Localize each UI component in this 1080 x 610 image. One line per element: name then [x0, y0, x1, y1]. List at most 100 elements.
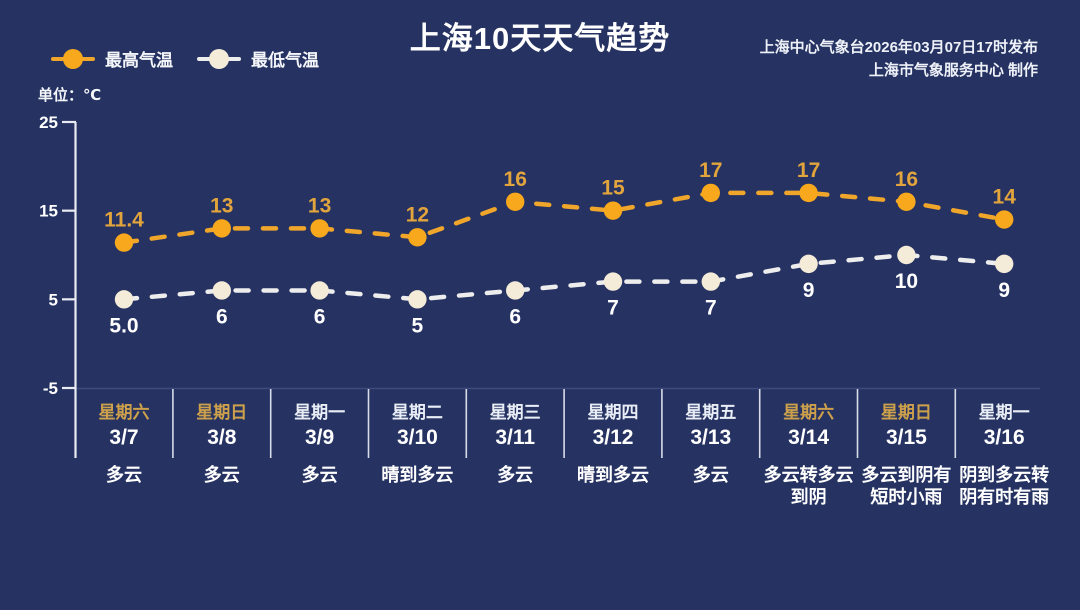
- min-temp-value: 9: [803, 279, 815, 302]
- day-column: 星期四 3/12 晴到多云: [564, 398, 662, 486]
- min-temp-point: [995, 254, 1014, 274]
- weekday-label: 星期日: [196, 403, 248, 422]
- issuer-line1: 上海中心气象台2026年03月07日17时发布: [759, 39, 1038, 56]
- weekday-label: 星期二: [391, 403, 443, 422]
- y-axis-tick-label: 25: [39, 113, 58, 132]
- max-temp-value: 14: [993, 186, 1017, 209]
- min-temp-value: 6: [216, 305, 228, 328]
- weather-label: 晴到多云: [381, 465, 454, 485]
- weekday-label: 星期日: [880, 403, 932, 422]
- date-label: 3/7: [109, 426, 139, 449]
- max-temp-value: 13: [308, 194, 331, 217]
- min-temp-line: [121, 252, 1007, 302]
- min-temp-point: [212, 281, 231, 300]
- max-temp-value: 16: [504, 168, 527, 191]
- weather-label: 多云: [301, 465, 338, 485]
- issuer-info: 上海中心气象台2026年03月07日17时发布 上海市气象服务中心 制作: [760, 36, 1038, 82]
- min-temp-point: [310, 281, 329, 300]
- date-label: 3/8: [207, 426, 237, 449]
- day-column: 星期日 3/15 多云到阴有短时小雨: [857, 398, 955, 508]
- weather-label: 多云: [497, 465, 534, 485]
- legend-item-max-temp: 最高气温: [51, 46, 173, 71]
- weather-label: 晴到多云: [577, 465, 649, 485]
- unit-label: 单位：℃: [38, 87, 102, 104]
- date-label: 3/16: [983, 426, 1025, 449]
- max-temp-value: 12: [406, 203, 429, 226]
- max-temp-point: [603, 201, 623, 220]
- min-temp-point: [603, 272, 623, 291]
- weekday-label: 星期一: [978, 403, 1030, 422]
- issuer-line2: 上海市气象服务中心 制作: [868, 62, 1038, 79]
- min-temp-value: 5.0: [109, 314, 138, 337]
- day-column: 星期六 3/14 多云转多云到阴: [760, 398, 858, 508]
- max-temp-value: 17: [797, 159, 820, 182]
- weekday-label: 星期一: [294, 403, 346, 422]
- max-temp-point: [799, 183, 818, 203]
- min-temp-point: [701, 272, 720, 291]
- weather-label: 多云: [692, 465, 729, 485]
- legend-label-min-temp: 最低气温: [251, 51, 319, 70]
- legend-item-min-temp: 最低气温: [197, 46, 319, 71]
- min-temp-value: 10: [895, 270, 918, 293]
- min-temp-value: 6: [509, 305, 521, 328]
- date-label: 3/13: [690, 426, 732, 449]
- min-temp-value: 7: [705, 297, 717, 320]
- weather-label: 多云: [106, 465, 142, 485]
- date-label: 3/11: [495, 426, 536, 449]
- day-column: 星期二 3/10 晴到多云: [368, 398, 466, 486]
- day-column: 星期一 3/9 多云: [271, 398, 369, 486]
- max-temp-line: [121, 190, 1007, 245]
- max-temp-value: 15: [601, 177, 625, 200]
- date-label: 3/15: [885, 426, 927, 449]
- max-temp-value: 13: [210, 194, 233, 217]
- y-axis-tick-label: 5: [49, 290, 58, 309]
- max-temp-point: [114, 233, 134, 252]
- date-label: 3/12: [592, 426, 634, 449]
- min-temp-point: [897, 245, 916, 265]
- weekday-label: 星期五: [685, 403, 737, 422]
- weather-label: 多云转多云到阴: [763, 465, 854, 507]
- legend-label-max-temp: 最高气温: [105, 51, 173, 70]
- y-axis-tick-label: -5: [43, 379, 58, 398]
- min-temp-value: 7: [607, 297, 619, 320]
- min-temp-point: [114, 290, 134, 309]
- weather-label: 多云到阴有短时小雨: [861, 465, 952, 507]
- min-temp-marker-icon: [197, 48, 241, 69]
- max-temp-value: 17: [699, 159, 722, 182]
- date-label: 3/14: [788, 426, 830, 449]
- max-temp-value: 11.4: [104, 209, 144, 232]
- max-temp-point: [897, 192, 916, 211]
- min-temp-point: [506, 281, 525, 300]
- page-title: 上海10天天气趋势: [409, 21, 671, 56]
- max-temp-value: 16: [895, 168, 918, 191]
- date-label: 3/10: [396, 426, 438, 449]
- weather-label: 多云: [203, 465, 240, 485]
- weekday-label: 星期三: [489, 403, 541, 422]
- day-column: 星期三 3/11 多云: [466, 398, 564, 486]
- min-temp-value: 6: [314, 305, 326, 328]
- day-column: 星期一 3/16 阴到多云转阴有时有雨: [955, 398, 1053, 508]
- day-column: 星期五 3/13 多云: [662, 398, 760, 486]
- weekday-label: 星期四: [587, 403, 639, 422]
- min-temp-point: [408, 290, 427, 309]
- max-temp-point: [212, 219, 231, 238]
- day-column: 星期六 3/7 多云: [75, 398, 173, 486]
- max-temp-marker-icon: [51, 48, 95, 69]
- date-label: 3/9: [304, 426, 335, 449]
- weekday-label: 星期六: [98, 403, 150, 422]
- chart-legend: 最高气温 最低气温: [51, 46, 319, 71]
- min-temp-point: [799, 254, 818, 274]
- max-temp-point: [506, 192, 525, 211]
- weekday-label: 星期六: [783, 403, 835, 422]
- max-temp-point: [408, 228, 427, 247]
- max-temp-point: [995, 210, 1014, 229]
- day-column: 星期日 3/8 多云: [173, 398, 271, 486]
- y-axis-tick-label: 15: [39, 202, 58, 221]
- max-temp-point: [310, 219, 329, 238]
- min-temp-value: 9: [998, 279, 1010, 302]
- max-temp-point: [701, 183, 720, 203]
- weather-label: 阴到多云转阴有时有雨: [959, 465, 1050, 507]
- min-temp-value: 5: [412, 314, 424, 337]
